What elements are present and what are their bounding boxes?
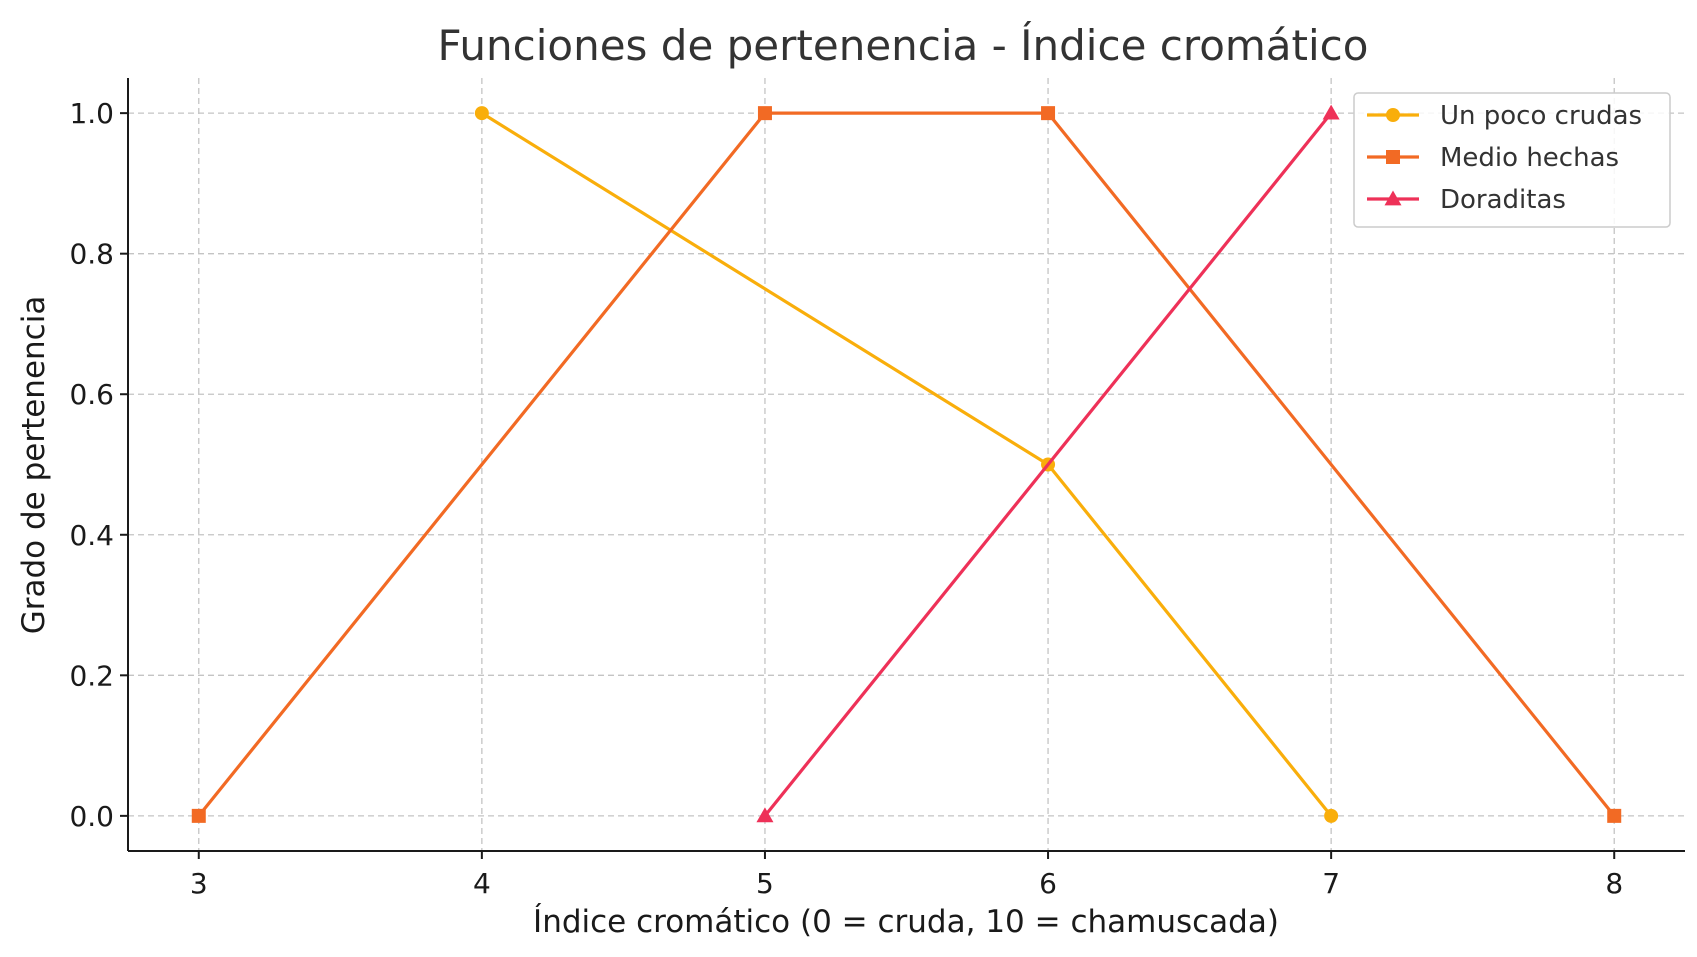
series-layer (191, 104, 1622, 823)
y-axis-label: Grado de pertenencia (16, 296, 52, 635)
legend-frame (1353, 92, 1671, 228)
legend-entry: Medio hechas (1367, 143, 1619, 173)
series-1 (474, 106, 1339, 823)
x-tick-label: 7 (1322, 867, 1340, 900)
data-point (1324, 808, 1339, 823)
series-line (481, 111, 1333, 817)
x-tick-label: 4 (473, 867, 491, 900)
grid (128, 78, 1685, 851)
data-point (1322, 104, 1340, 120)
y-tick-label: 0.2 (69, 659, 114, 692)
data-point (474, 106, 489, 121)
data-point (191, 808, 206, 823)
y-tick-label: 0.8 (69, 238, 114, 271)
axes (127, 78, 1685, 852)
series-2 (191, 106, 1622, 823)
series-line (197, 111, 1616, 817)
y-tick-label: 0.6 (69, 378, 114, 411)
data-point (1607, 808, 1622, 823)
chart-title: Funciones de pertenencia - Índice cromát… (438, 20, 1369, 70)
legend-marker (1384, 190, 1402, 206)
data-point (757, 106, 772, 121)
y-tick-label: 0.4 (69, 519, 114, 552)
x-axis-label: Índice cromático (0 = cruda, 10 = chamus… (533, 904, 1279, 940)
data-point (1041, 106, 1056, 121)
series-line (763, 112, 1333, 817)
x-tick-label: 8 (1605, 867, 1623, 900)
legend-label: Medio hechas (1440, 143, 1619, 173)
y-tick-label: 1.0 (69, 97, 114, 130)
x-tick-label: 5 (756, 867, 774, 900)
legend-marker (1386, 108, 1400, 122)
y-tick-label: 0.0 (69, 800, 114, 833)
legend-marker (1386, 150, 1400, 164)
x-tick-label: 3 (190, 867, 208, 900)
legend: Un poco crudas Medio hechas Doraditas (1353, 92, 1671, 228)
legend-entry: Doraditas (1367, 185, 1566, 215)
legend-label: Doraditas (1440, 185, 1566, 215)
x-tick-label: 6 (1039, 867, 1057, 900)
data-point (756, 807, 774, 823)
ticks: 3 4 5 6 7 8 0.0 0.2 0.4 0.6 0.8 1.0 (69, 97, 1623, 900)
series-3 (756, 104, 1340, 823)
legend-label: Un poco crudas (1440, 101, 1642, 131)
legend-entry: Un poco crudas (1367, 101, 1642, 131)
